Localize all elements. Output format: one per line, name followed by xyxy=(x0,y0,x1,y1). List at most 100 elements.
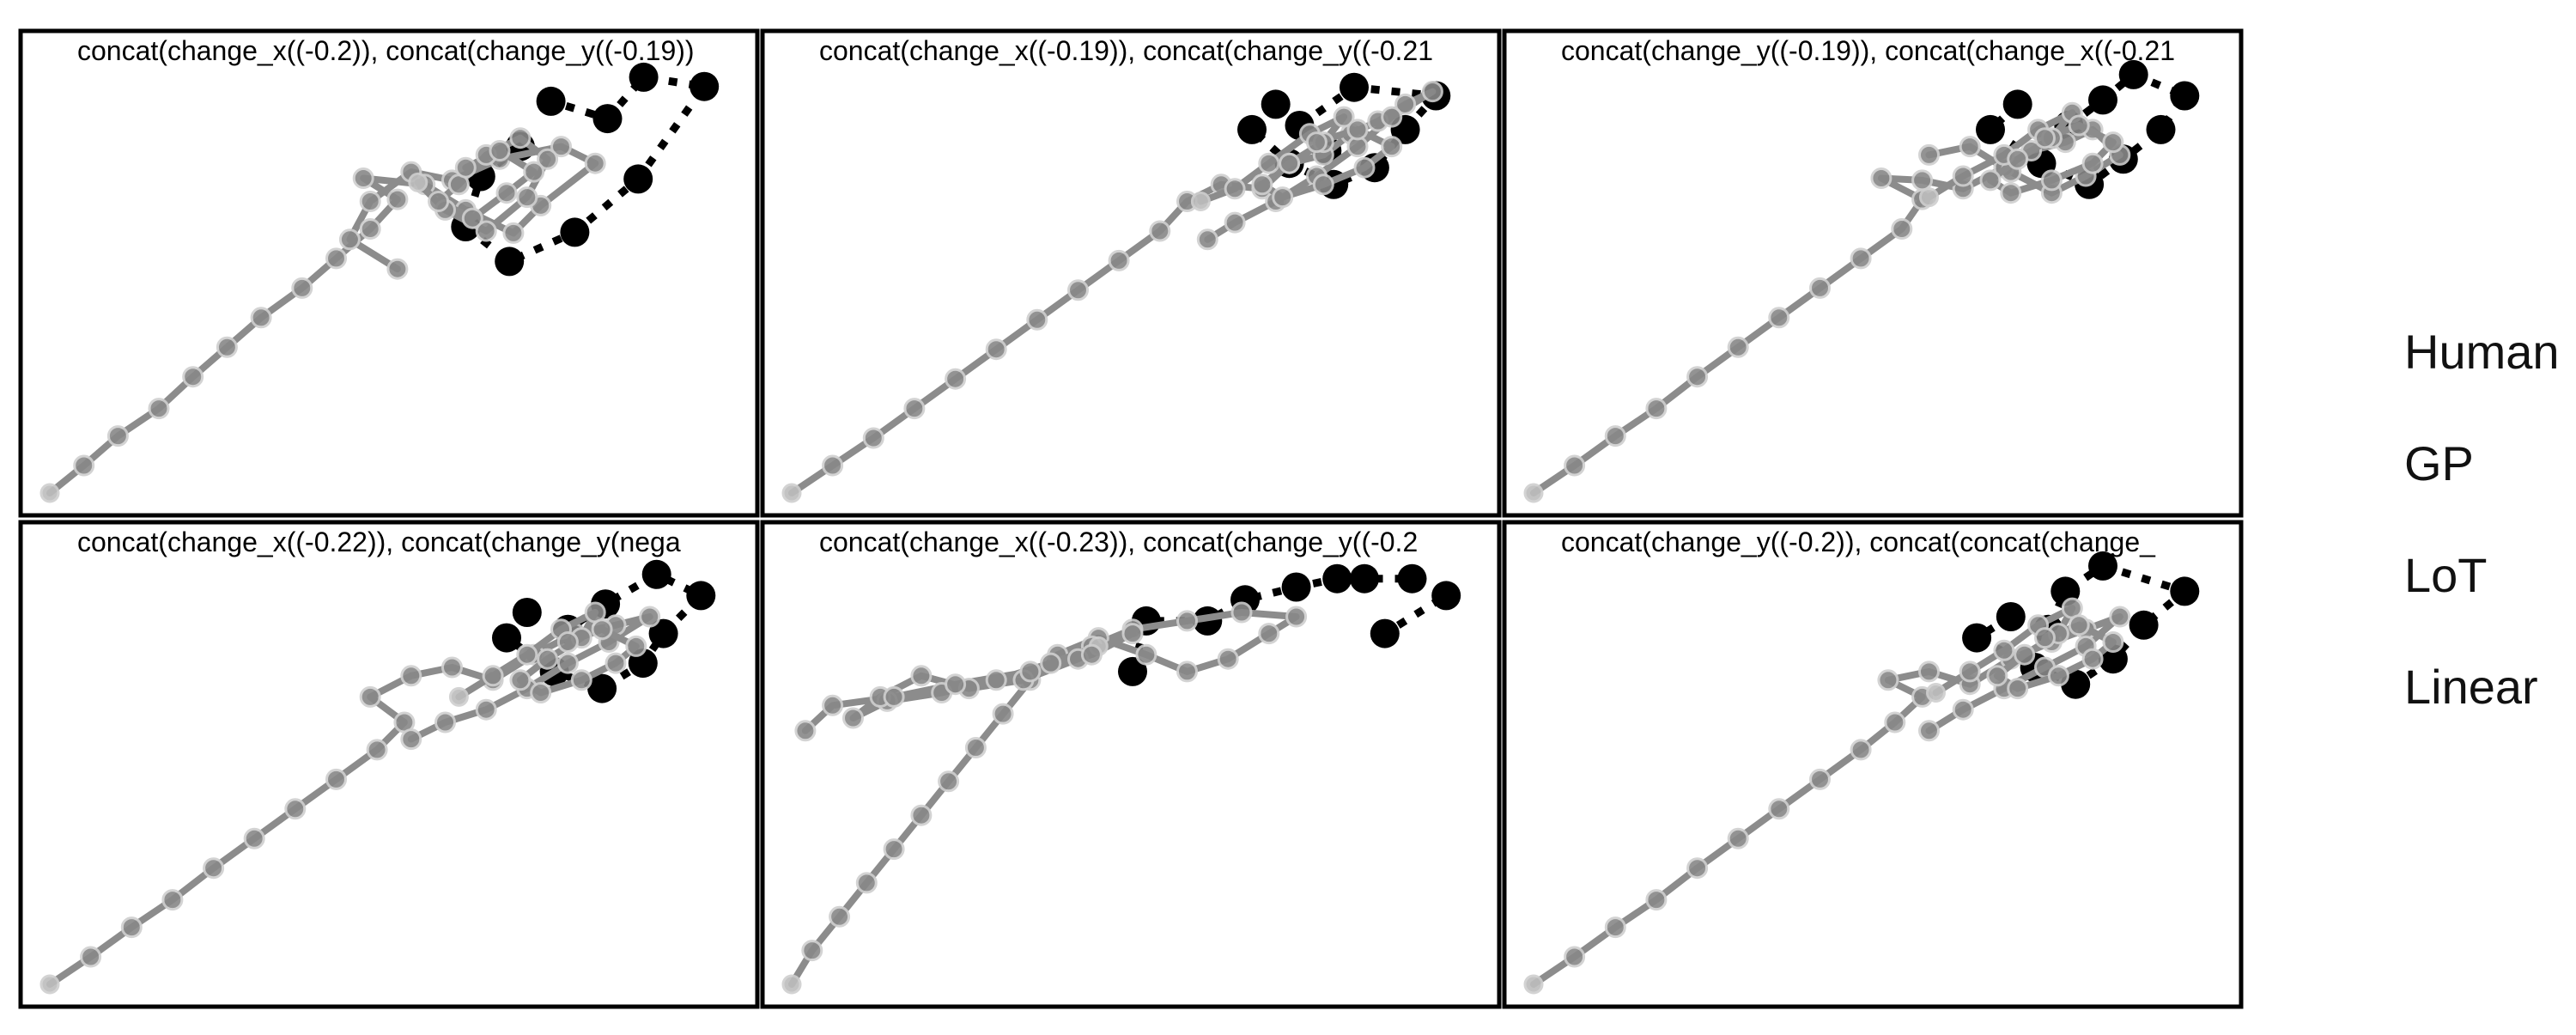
data-point-lot xyxy=(945,673,967,696)
data-point-human xyxy=(1431,581,1461,611)
data-point-lot xyxy=(537,148,559,170)
data-point-gp xyxy=(1918,661,1940,683)
data-point-gp xyxy=(1727,827,1749,849)
data-point-gp xyxy=(250,307,272,329)
data-point-gp xyxy=(359,191,381,212)
data-point-lot xyxy=(1305,131,1327,154)
data-point-human xyxy=(492,623,521,653)
panel-frame xyxy=(1502,520,2244,1009)
data-point-human xyxy=(2088,551,2117,581)
data-point-lot xyxy=(2007,678,2029,700)
data-point-lot xyxy=(516,186,538,209)
data-point-lot xyxy=(2034,627,2056,649)
data-point-gp xyxy=(945,368,967,390)
data-point-gp xyxy=(985,338,1007,361)
data-point-lot xyxy=(489,140,511,161)
data-point-human xyxy=(623,164,653,194)
data-point-gp xyxy=(475,698,497,721)
data-point-gp xyxy=(1768,798,1790,820)
data-point-human xyxy=(592,104,623,134)
data-point-gp xyxy=(639,606,661,628)
data-point-gp xyxy=(1149,220,1171,242)
data-point-lot xyxy=(2081,648,2104,670)
panel-frame xyxy=(18,28,760,518)
data-point-gp xyxy=(1394,93,1417,115)
data-point-lot xyxy=(1279,152,1301,174)
data-point-lot xyxy=(537,648,559,670)
data-point-lot xyxy=(1333,106,1355,128)
data-point-gp xyxy=(120,916,143,939)
data-point-gp xyxy=(1421,81,1443,103)
data-point-human xyxy=(1996,602,2026,631)
data-point-gp xyxy=(1870,167,1893,189)
data-point-gp xyxy=(1645,398,1668,420)
data-point-gp xyxy=(1604,916,1626,939)
data-point-gp xyxy=(502,222,525,244)
data-point-gp xyxy=(338,228,361,251)
legend-item-human: Human xyxy=(2404,325,2560,379)
data-point-gp xyxy=(1176,661,1198,683)
data-point-lot xyxy=(883,685,905,708)
data-point-lot xyxy=(530,682,552,703)
data-point-gp xyxy=(1686,366,1709,388)
data-point-lot xyxy=(1986,665,2008,687)
panel-plot-area xyxy=(1523,551,2200,995)
data-point-lot xyxy=(1959,661,1981,683)
panel-title: concat(change_x((-0.22)), concat(change_… xyxy=(77,527,681,557)
panel-frame xyxy=(760,520,1502,1009)
data-point-human xyxy=(1397,563,1427,594)
legend-item-linear: Linear xyxy=(2404,660,2538,714)
data-point-lot xyxy=(448,686,469,707)
data-point-human xyxy=(2129,610,2159,640)
data-point-gp xyxy=(1176,610,1198,632)
data-point-human xyxy=(1322,563,1352,594)
data-point-lot xyxy=(822,694,844,716)
data-point-lot xyxy=(605,652,627,674)
data-point-human xyxy=(2118,59,2148,89)
data-point-human xyxy=(686,581,716,611)
data-point-human xyxy=(536,86,566,116)
legend: Human GP LoT Linear xyxy=(2404,309,2576,756)
data-point-gp xyxy=(1604,425,1626,447)
data-point-gp xyxy=(203,857,225,880)
data-point-lot xyxy=(1952,165,1974,187)
data-point-lot xyxy=(509,127,532,149)
data-point-lot xyxy=(1121,623,1144,645)
data-point-lot xyxy=(2040,169,2063,192)
panel-1: concat(change_x((-0.2)), concat(change_y… xyxy=(18,28,760,518)
data-point-lot xyxy=(1346,119,1369,141)
data-point-gp xyxy=(1686,857,1709,880)
data-point-lot xyxy=(475,220,497,242)
panel-frame xyxy=(760,28,1502,518)
data-point-gp xyxy=(400,728,422,751)
data-point-lot xyxy=(2102,631,2124,653)
panel-plot-area xyxy=(1523,59,2200,503)
data-point-gp xyxy=(1952,698,1974,721)
panel-frame xyxy=(18,520,760,1009)
data-point-gp xyxy=(1918,143,1940,166)
data-point-gp xyxy=(1809,768,1831,790)
data-point-gp xyxy=(216,336,238,358)
data-point-human xyxy=(512,598,542,627)
panel-4: concat(change_x((-0.22)), concat(change_… xyxy=(18,520,760,1009)
data-point-gp xyxy=(1523,483,1544,503)
panel-title: concat(change_y((-0.2)), concat(concat(c… xyxy=(1561,527,2156,557)
data-point-gp xyxy=(801,940,823,962)
data-point-gp xyxy=(39,974,60,995)
data-point-lot xyxy=(591,618,613,641)
data-point-lot xyxy=(2068,114,2090,137)
data-point-human xyxy=(1281,572,1311,602)
data-point-gp xyxy=(1850,739,1872,761)
legend-item-gp: GP xyxy=(2404,436,2474,490)
panel-title: concat(change_x((-0.19)), concat(change_… xyxy=(819,35,1433,66)
panel-plot-area xyxy=(39,62,720,503)
data-point-human xyxy=(1350,563,1379,594)
data-point-human xyxy=(1370,618,1400,648)
data-point-lot xyxy=(495,182,518,204)
data-point-lot xyxy=(556,631,579,653)
data-point-gp xyxy=(400,665,422,687)
data-point-human xyxy=(1118,656,1147,686)
data-point-gp xyxy=(1911,169,1934,192)
data-point-gp xyxy=(243,827,265,849)
